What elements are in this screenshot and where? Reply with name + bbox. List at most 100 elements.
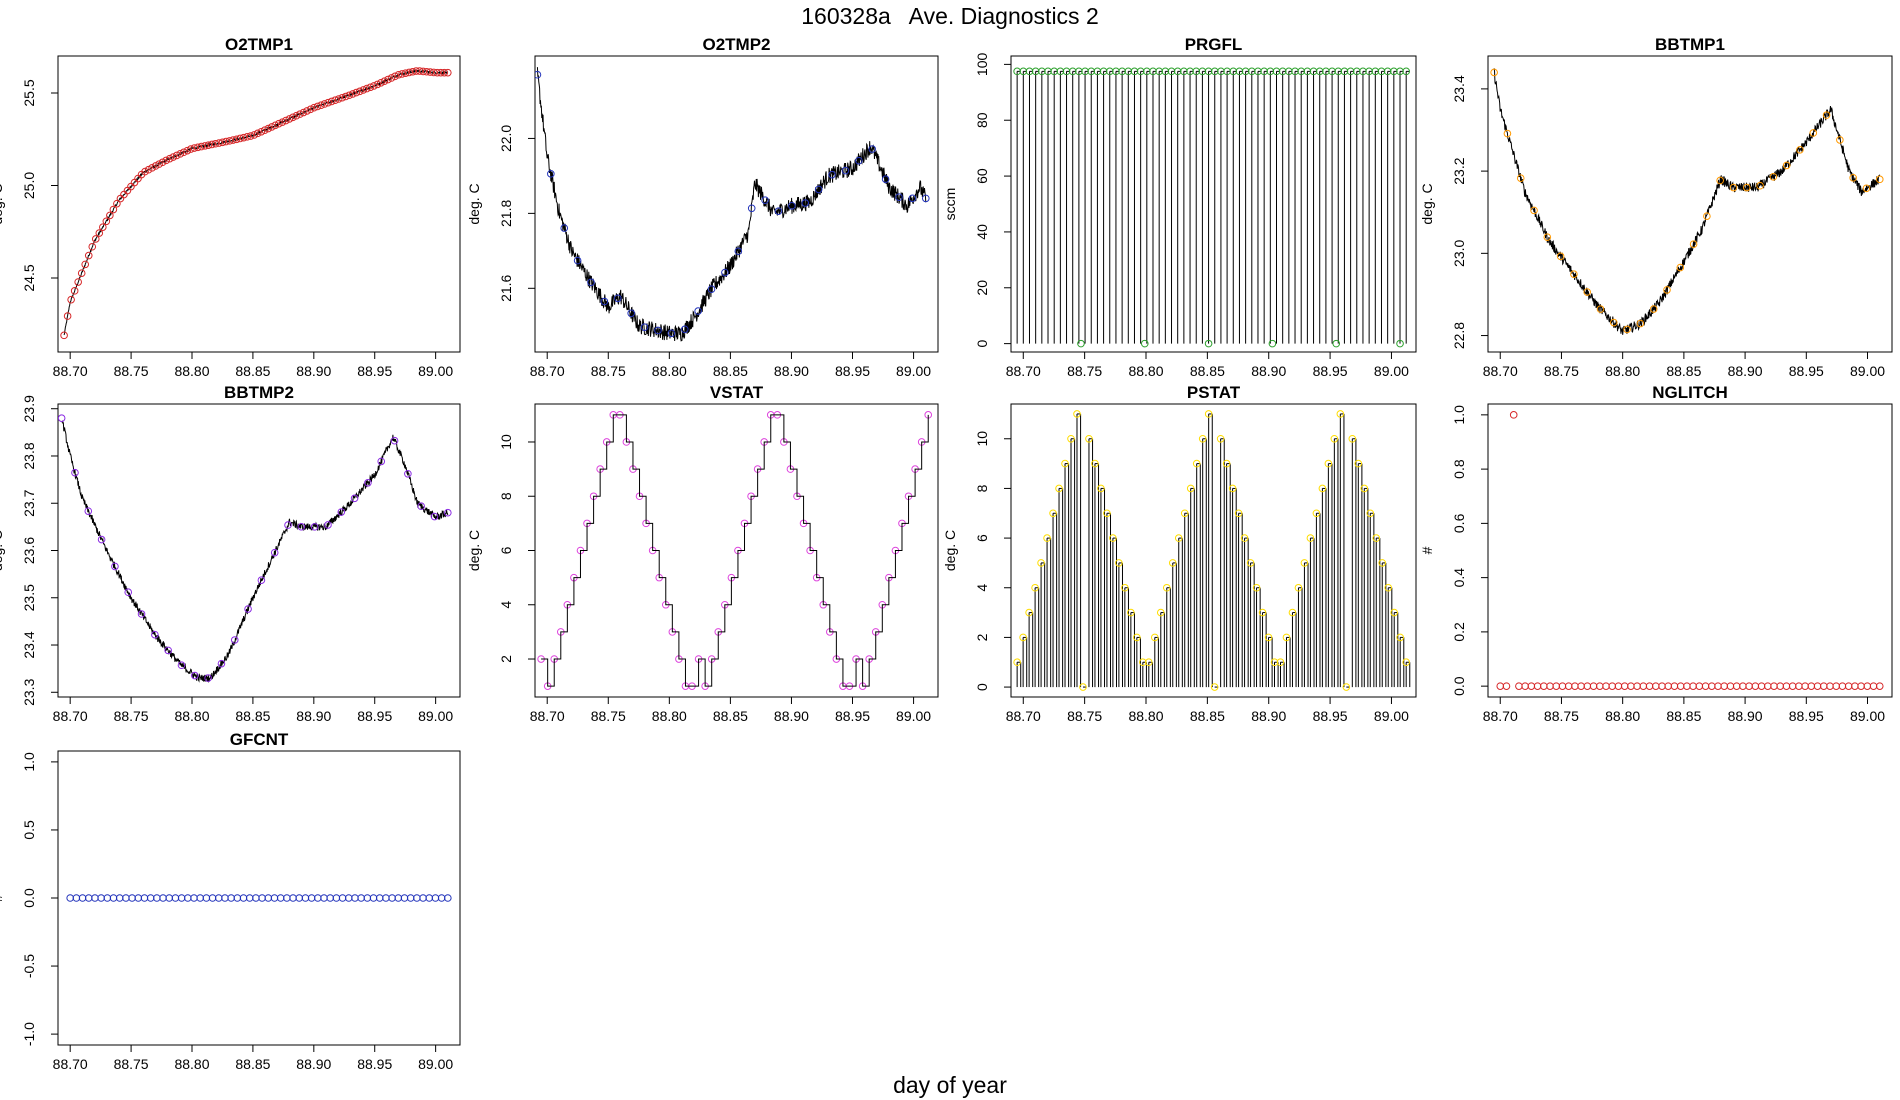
data-point (1546, 682, 1554, 690)
data-point (1570, 270, 1578, 278)
y-tick-label: 0.8 (1451, 459, 1467, 479)
x-tick-label: 88.85 (1666, 708, 1701, 724)
data-point (276, 894, 285, 902)
data-point (169, 153, 178, 161)
data-point (382, 894, 390, 902)
data-point (1162, 583, 1171, 592)
data-point (78, 894, 87, 902)
data-point (70, 287, 79, 295)
data-point (1851, 682, 1859, 690)
data-point (1013, 658, 1021, 667)
data-point (1701, 682, 1710, 690)
x-tick-label: 88.90 (296, 1056, 331, 1072)
data-point (1516, 174, 1525, 182)
y-tick-label: 0.0 (21, 888, 37, 908)
plot-area (1490, 68, 1884, 335)
data-point (721, 268, 729, 277)
panel-title: GFCNT (230, 730, 289, 749)
outlier-point (1509, 411, 1518, 419)
data-point (1174, 534, 1183, 542)
data-point (313, 102, 322, 111)
x-tick-label: 88.95 (1313, 708, 1348, 724)
data-point (58, 414, 66, 422)
data-point (229, 136, 237, 144)
data-point (1384, 583, 1393, 592)
x-tick-label: 88.90 (774, 363, 809, 379)
data-point (573, 256, 582, 265)
x-tick-label: 89.00 (896, 363, 931, 379)
data-point (253, 129, 262, 138)
y-tick-label: 23.8 (21, 442, 37, 469)
x-tick-label: 88.70 (53, 708, 88, 724)
data-point (1342, 683, 1351, 691)
data-point (244, 605, 252, 613)
panel-title: VSTAT (710, 383, 764, 402)
data-point (303, 107, 311, 115)
data-point (413, 894, 421, 902)
data-point (95, 229, 104, 237)
panel-pstat: PSTAT deg. C 88.70 88.75 88.80 88.85 88.90 88.9… (942, 383, 1417, 724)
data-point (1543, 233, 1552, 241)
data-point (267, 123, 276, 131)
data-point (384, 75, 392, 84)
data-point (1300, 559, 1309, 567)
data-point (351, 894, 359, 902)
data-point (111, 562, 119, 571)
data-point (1564, 682, 1573, 690)
y-tick-label: 23.2 (1451, 157, 1467, 184)
data-point (801, 199, 810, 207)
data-point (417, 502, 425, 511)
plot-area (1013, 67, 1410, 348)
plot-frame (1487, 55, 1893, 353)
data-point (694, 307, 702, 315)
data-point (373, 80, 382, 89)
x-tick-label: 88.70 (53, 1056, 88, 1072)
y-tick-label: 8 (974, 484, 990, 492)
y-tick-label: 23.4 (21, 631, 37, 658)
data-point (320, 100, 329, 108)
data-point (1862, 184, 1871, 193)
data-point (1838, 682, 1847, 690)
y-tick-label: 25.0 (21, 172, 37, 199)
data-point (868, 145, 877, 153)
data-point (282, 116, 290, 125)
data-point (1695, 682, 1704, 690)
data-point (774, 207, 783, 215)
data-point (401, 69, 410, 77)
data-point (1276, 658, 1285, 667)
y-tick-label: 23.7 (21, 489, 37, 516)
data-point (103, 894, 112, 902)
data-point (375, 894, 384, 902)
data-point (1390, 608, 1399, 617)
x-tick-label: 88.95 (357, 1056, 392, 1072)
data-point (1222, 459, 1231, 468)
plot-area (1496, 411, 1884, 690)
data-point (1354, 459, 1363, 468)
data-point (377, 78, 385, 87)
data-point (128, 894, 136, 902)
x-tick-label: 89.00 (1850, 708, 1885, 724)
panel-title: O2TMP2 (702, 35, 770, 54)
data-point (77, 269, 86, 278)
data-point (1757, 682, 1766, 690)
data-point (162, 156, 170, 165)
data-point (1782, 161, 1791, 170)
data-point (369, 894, 378, 902)
data-point (146, 894, 155, 902)
data-point (1732, 682, 1741, 690)
panel-bbtmp1: BBTMP1 deg. C 88.70 88.75 88.80 88.85 88.90 88.… (1419, 35, 1893, 379)
plot-area (537, 411, 933, 690)
data-point (1809, 129, 1818, 137)
x-tick-label: 89.00 (418, 708, 453, 724)
x-tick-label: 88.70 (53, 363, 88, 379)
y-axis-label: deg. C (466, 183, 482, 224)
data-point (380, 77, 389, 85)
panel-gfcnt: GFCNT #88.70 88.75 88.80 88.85 88.90 88.95 89.0… (0, 730, 461, 1072)
data-point (1776, 682, 1785, 690)
panel-title: BBTMP2 (224, 383, 294, 402)
data-point (296, 110, 304, 118)
data-point (1745, 682, 1753, 690)
data-point (788, 201, 796, 210)
plot-frame (57, 403, 461, 698)
data-point (165, 894, 174, 902)
